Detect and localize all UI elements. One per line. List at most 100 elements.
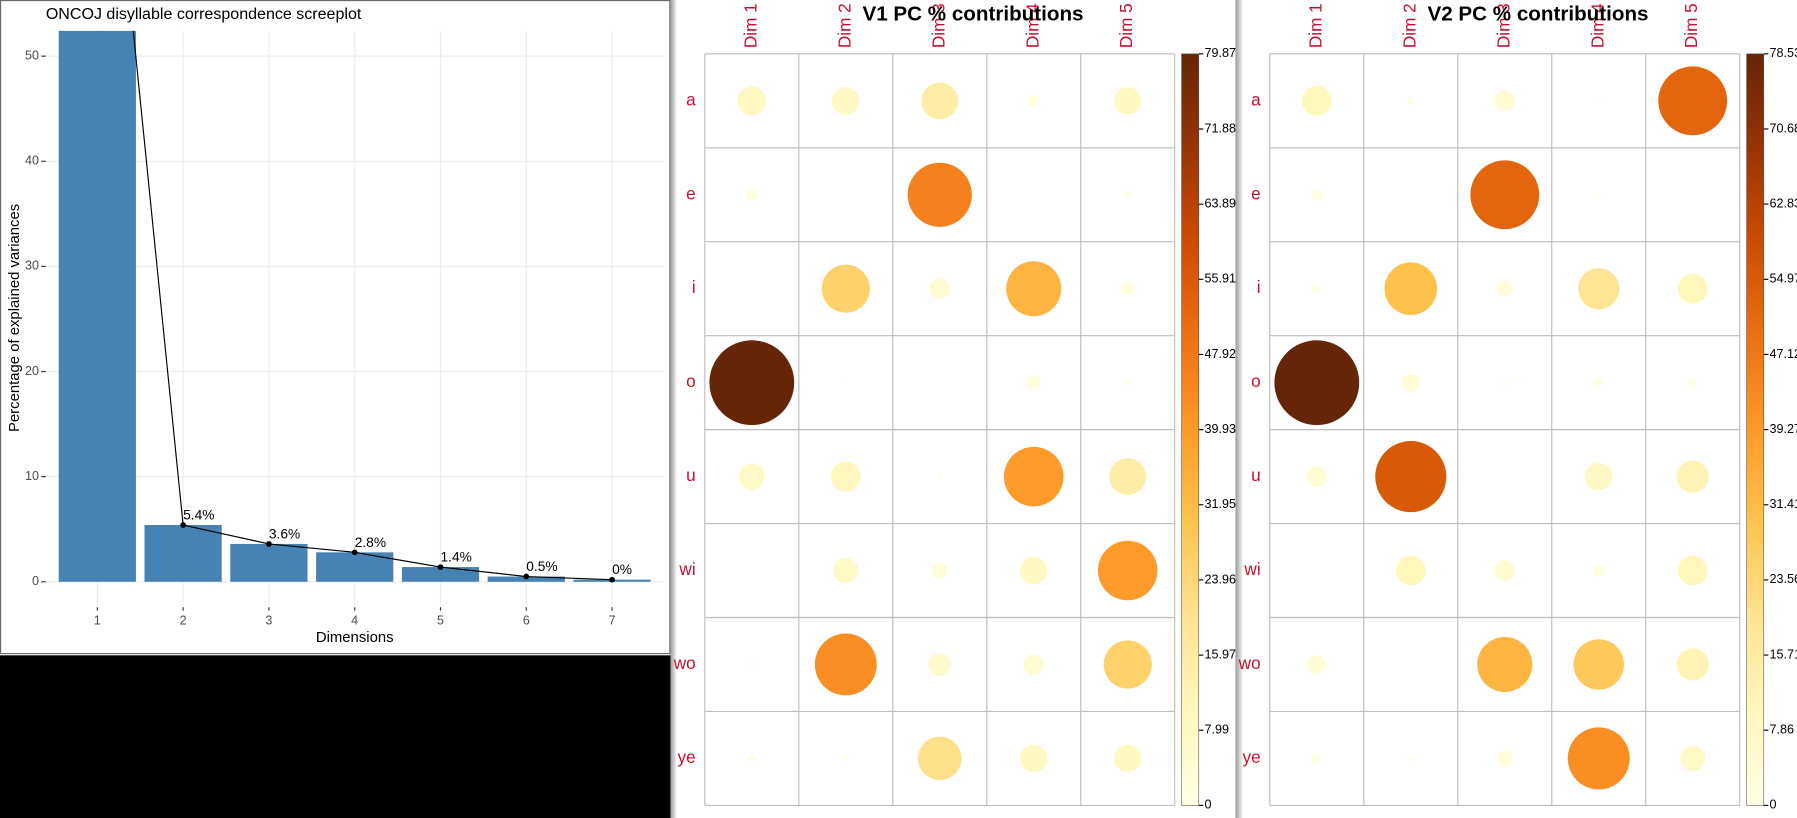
contribution-circle [830, 461, 861, 492]
contribution-circle [921, 82, 959, 120]
contribution-circle [1395, 555, 1426, 586]
colorbar-tick-label: 70.68 [1769, 121, 1797, 135]
contribution-circle [1375, 441, 1447, 513]
contribution-circle [1125, 380, 1130, 385]
bar [401, 567, 480, 582]
contribution-circle [1307, 655, 1327, 674]
row-label: ye [1243, 747, 1261, 767]
contribution-circle [844, 381, 848, 385]
contribution-circle [1401, 373, 1420, 392]
contribution-circle [1003, 446, 1064, 507]
colorbar-tick-label: 79.87 [1204, 46, 1236, 60]
contribution-circle [1596, 192, 1601, 197]
column-label: Dim 5 [1116, 3, 1136, 48]
x-tick-label: 6 [523, 613, 530, 627]
colorbar [1746, 53, 1765, 806]
row-label: u [686, 465, 696, 485]
y-tick-label: 50 [25, 48, 39, 62]
colorbar-tick-label: 62.83 [1769, 196, 1797, 210]
contribution-circle [749, 661, 755, 668]
colorbar-tick-label: 54.97 [1769, 272, 1797, 286]
contribution-circle [1274, 340, 1360, 426]
contribution-circle [1103, 640, 1152, 689]
contribution-circle [1109, 458, 1147, 495]
column-label: Dim 1 [740, 3, 760, 48]
contribution-circle [748, 754, 756, 763]
contribution-circle [1677, 273, 1708, 304]
contribution-circle [737, 86, 767, 116]
contribution-circle [931, 562, 948, 579]
colorbar-tick-label: 31.41 [1769, 497, 1797, 511]
colorbar-tick-label: 78.53 [1769, 46, 1797, 60]
contribution-circle [1026, 375, 1041, 390]
column-label: Dim 3 [928, 3, 948, 48]
contribution-circle [1677, 555, 1708, 586]
y-axis-title: Percentage of explained variances [7, 204, 23, 432]
point [266, 541, 272, 547]
y-tick-label: 40 [25, 154, 39, 168]
contribution-circle [1301, 85, 1332, 116]
contribution-circle [1494, 90, 1516, 112]
contribution-circle [833, 557, 859, 584]
colorbar-tick-label: 47.92 [1204, 347, 1236, 361]
contribution-circle [745, 188, 758, 201]
contribution-circle [1584, 462, 1613, 491]
row-label: i [1257, 277, 1261, 297]
bar [144, 525, 222, 582]
contribution-circle [1477, 637, 1533, 692]
contribution-circle [1494, 560, 1516, 581]
contribution-circle [1597, 99, 1601, 103]
column-label: Dim 2 [1399, 3, 1419, 48]
contribution-circle [1578, 268, 1620, 310]
row-label: e [686, 183, 696, 203]
contribution-circle [1470, 160, 1540, 230]
contribution-circle [1312, 753, 1322, 763]
data-label: 0% [612, 562, 632, 577]
y-tick-label: 10 [25, 469, 39, 483]
y-tick-label: 30 [25, 259, 39, 273]
x-tick-label: 7 [609, 613, 616, 627]
row-label: e [1251, 183, 1261, 203]
contribution-circle [1019, 744, 1048, 773]
contribution-circle [1113, 87, 1142, 115]
contribution-circle [738, 463, 765, 490]
column-label: Dim 3 [1493, 3, 1513, 48]
contribution-circle [907, 162, 972, 227]
contribution-circle [1593, 564, 1605, 577]
contribution-circle [1676, 460, 1709, 493]
colorbar-tick-label: 7.99 [1204, 723, 1229, 737]
x-tick-label: 5 [437, 613, 444, 627]
row-label: wi [1243, 559, 1260, 579]
point [609, 576, 615, 583]
point [180, 522, 186, 528]
contribution-circle [814, 633, 877, 696]
row-label: wo [1238, 653, 1261, 673]
x-tick-label: 2 [180, 613, 187, 627]
contribution-circle [1688, 378, 1698, 388]
x-tick-label: 4 [351, 613, 358, 627]
contribution-circle [1006, 261, 1062, 317]
contribution-circle [1120, 281, 1135, 296]
colorbar-tick-label: 15.71 [1769, 647, 1797, 661]
contribution-circle [1567, 727, 1630, 790]
x-axis-title: Dimensions [316, 630, 394, 646]
colorbar [1181, 53, 1200, 806]
contribution-circle [1027, 95, 1040, 107]
y-tick-label: 0 [32, 574, 39, 588]
contribution-circle [1594, 378, 1604, 388]
colorbar-tick-label: 63.89 [1204, 197, 1236, 211]
row-label: ye [678, 747, 696, 767]
data-label: 0.5% [526, 559, 557, 574]
colorbar-tick-label: 0 [1204, 798, 1211, 812]
contribution-circle [918, 736, 962, 781]
row-label: a [1251, 89, 1261, 109]
contribution-circle [937, 474, 942, 479]
point [523, 573, 530, 580]
contribution-circle [1019, 556, 1048, 585]
x-tick-label: 1 [94, 613, 101, 627]
contribution-circle [1306, 466, 1328, 487]
bar [230, 543, 308, 582]
chart-title: V1 PC % contributions [862, 2, 1083, 25]
contribution-circle [1408, 756, 1413, 761]
